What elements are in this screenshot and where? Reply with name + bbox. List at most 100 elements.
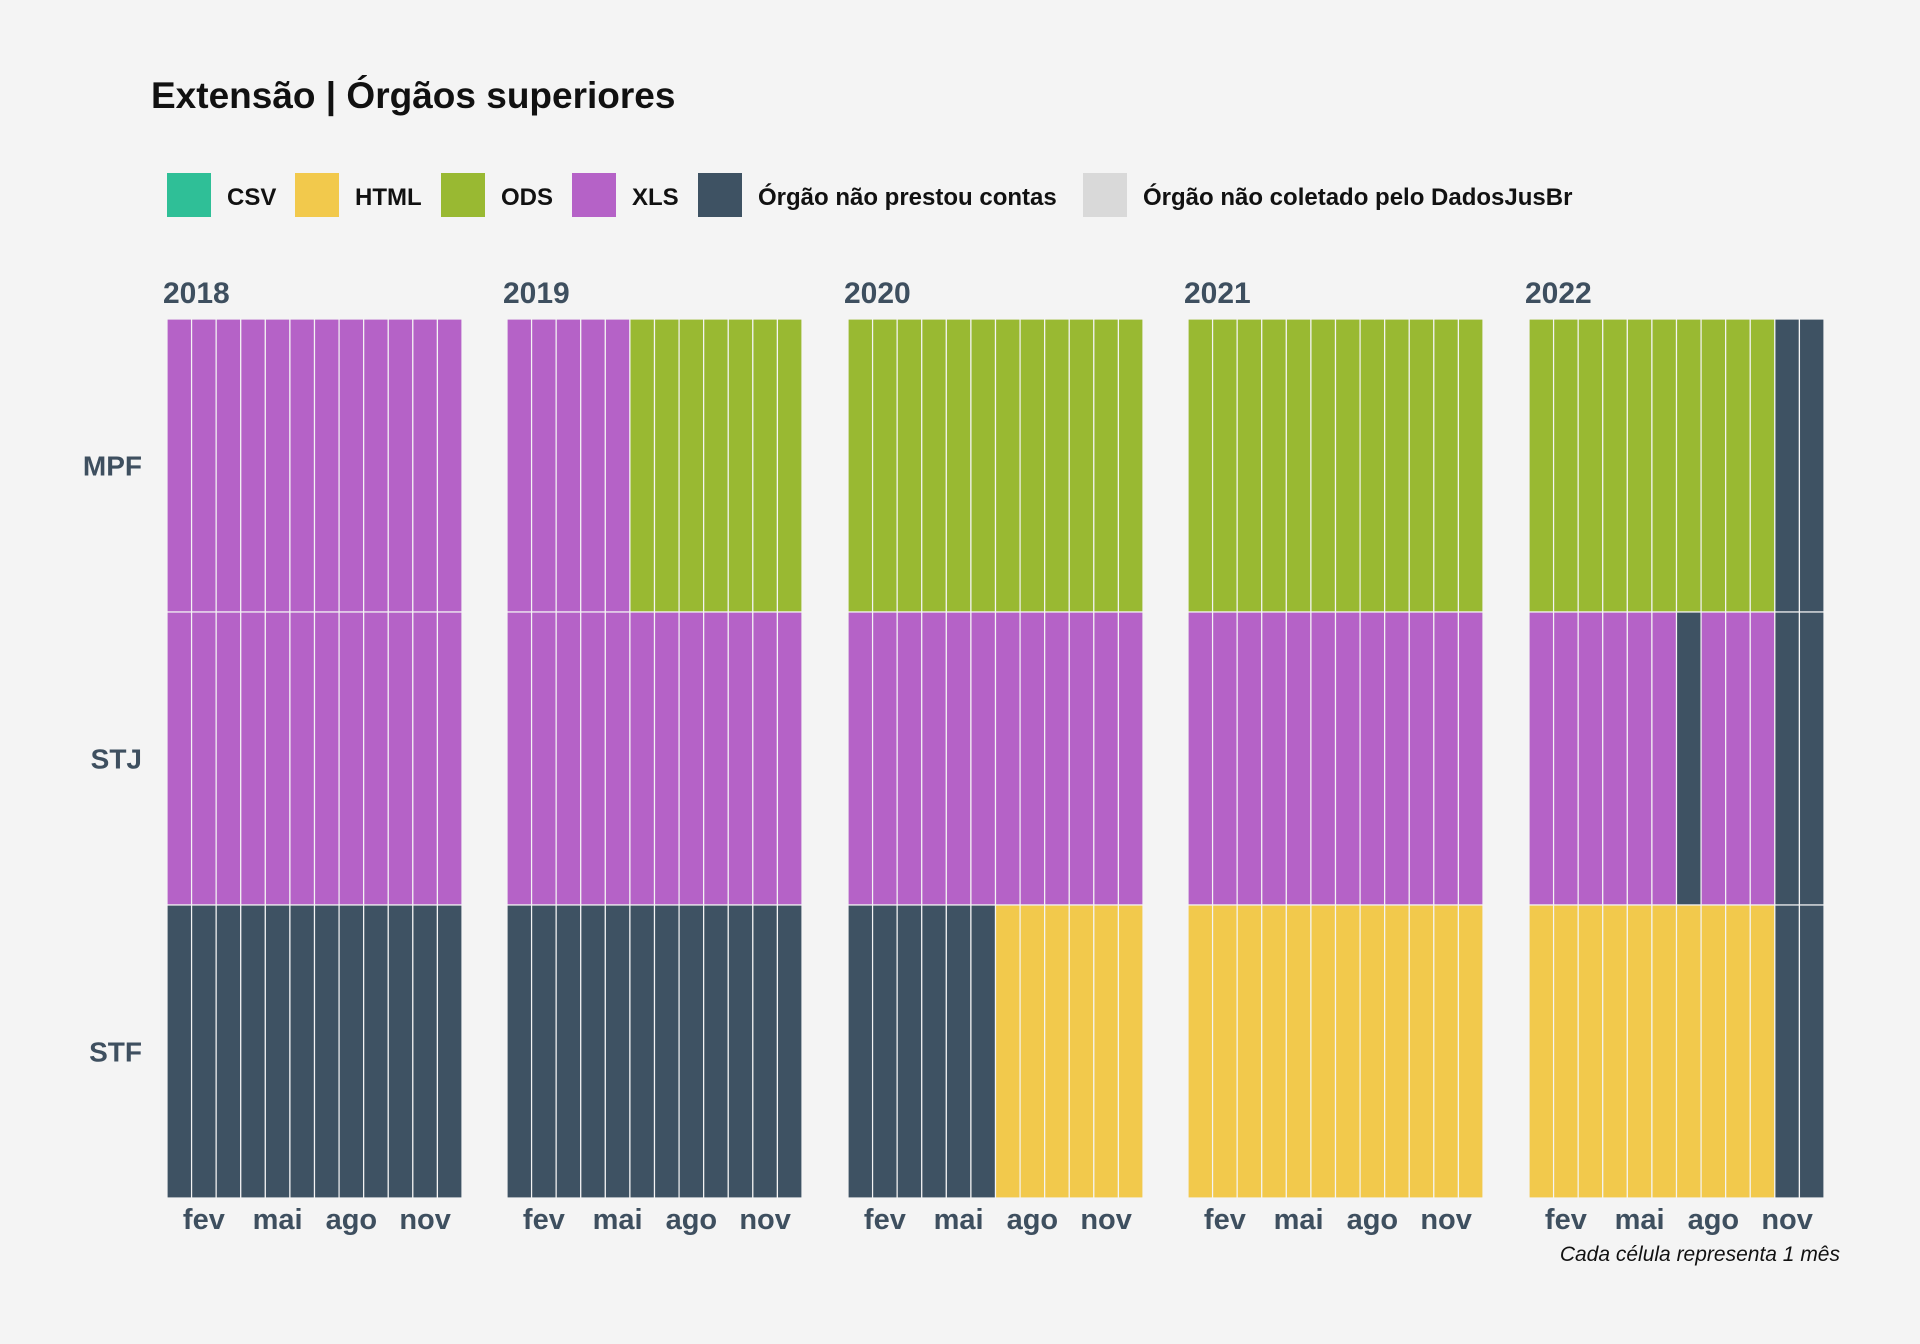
cell-mpf-2020-1 bbox=[847, 318, 874, 613]
legend-label: HTML bbox=[355, 184, 422, 211]
cell-stj-2020-8 bbox=[1019, 611, 1046, 906]
cell-stf-2022-9 bbox=[1725, 904, 1751, 1199]
cell-mpf-2020-9 bbox=[1044, 318, 1070, 613]
cell-mpf-2018-9 bbox=[363, 318, 389, 613]
cell-stj-2022-9 bbox=[1725, 611, 1751, 906]
cell-stf-2018-2 bbox=[190, 904, 217, 1199]
legend-swatch bbox=[1083, 173, 1127, 217]
legend-label: ODS bbox=[501, 184, 553, 211]
cell-mpf-2019-11 bbox=[752, 318, 779, 613]
cell-mpf-2019-9 bbox=[703, 318, 729, 613]
x-tick-label: ago bbox=[1007, 1204, 1059, 1236]
facet-label: 2022 bbox=[1525, 277, 1592, 310]
cell-mpf-2019-4 bbox=[580, 318, 606, 613]
cell-stf-2020-5 bbox=[945, 904, 972, 1199]
cell-stf-2020-11 bbox=[1093, 904, 1120, 1199]
cell-mpf-2018-10 bbox=[387, 318, 414, 613]
cell-stj-2020-10 bbox=[1068, 611, 1095, 906]
cell-mpf-2020-6 bbox=[970, 318, 997, 613]
facet-2021: 2021 fev mai ago nov bbox=[1184, 277, 1484, 1236]
cell-stj-2019-12 bbox=[776, 611, 803, 906]
cell-mpf-2019-6 bbox=[629, 318, 656, 613]
x-tick-label: mai bbox=[1274, 1204, 1324, 1236]
cell-stf-2020-10 bbox=[1068, 904, 1095, 1199]
cell-stf-2019-4 bbox=[580, 904, 606, 1199]
cell-stj-2022-6 bbox=[1651, 611, 1678, 906]
cell-stj-2020-11 bbox=[1093, 611, 1120, 906]
cell-stf-2021-1 bbox=[1187, 904, 1214, 1199]
x-tick-label: mai bbox=[593, 1204, 643, 1236]
cell-stf-2022-8 bbox=[1700, 904, 1727, 1199]
cell-stf-2019-6 bbox=[629, 904, 656, 1199]
cell-stj-2018-2 bbox=[190, 611, 217, 906]
x-tick-label: ago bbox=[1688, 1204, 1740, 1236]
cell-stf-2020-8 bbox=[1019, 904, 1046, 1199]
cell-stf-2022-5 bbox=[1626, 904, 1653, 1199]
row-label-stj: STJ bbox=[91, 744, 142, 775]
cell-mpf-2021-2 bbox=[1211, 318, 1238, 613]
cell-mpf-2021-9 bbox=[1384, 318, 1410, 613]
cell-stj-2018-10 bbox=[387, 611, 414, 906]
cell-stj-2018-12 bbox=[436, 611, 463, 906]
cell-mpf-2021-5 bbox=[1285, 318, 1312, 613]
cell-stf-2018-4 bbox=[240, 904, 266, 1199]
cell-mpf-2021-10 bbox=[1408, 318, 1435, 613]
cell-stf-2020-2 bbox=[871, 904, 898, 1199]
cell-stj-2019-8 bbox=[678, 611, 705, 906]
cell-mpf-2022-12 bbox=[1798, 318, 1825, 613]
cell-stf-2019-1 bbox=[506, 904, 533, 1199]
cell-stf-2022-4 bbox=[1602, 904, 1628, 1199]
legend-label: XLS bbox=[632, 184, 679, 211]
cell-stf-2019-2 bbox=[530, 904, 557, 1199]
chart-caption: Cada célula representa 1 mês bbox=[1560, 1243, 1841, 1266]
cell-stj-2018-4 bbox=[240, 611, 266, 906]
cell-stj-2020-2 bbox=[871, 611, 898, 906]
cell-stj-2020-1 bbox=[847, 611, 874, 906]
cell-mpf-2021-8 bbox=[1359, 318, 1386, 613]
x-tick-label: mai bbox=[253, 1204, 303, 1236]
cell-stf-2021-8 bbox=[1359, 904, 1386, 1199]
x-tick-label: ago bbox=[1347, 1204, 1399, 1236]
legend: CSV HTML ODS XLS Órgão não prestou contas Órg… bbox=[167, 173, 1572, 217]
facet-label: 2021 bbox=[1184, 277, 1251, 310]
facet-2019: 2019 fev mai ago nov bbox=[503, 277, 803, 1236]
cell-mpf-2018-7 bbox=[313, 318, 340, 613]
x-tick-label: nov bbox=[1080, 1204, 1132, 1236]
cell-mpf-2022-9 bbox=[1725, 318, 1751, 613]
cell-stj-2021-8 bbox=[1359, 611, 1386, 906]
cell-stj-2021-10 bbox=[1408, 611, 1435, 906]
cell-mpf-2019-8 bbox=[678, 318, 705, 613]
cell-mpf-2021-7 bbox=[1334, 318, 1361, 613]
cell-stf-2019-9 bbox=[703, 904, 729, 1199]
cell-mpf-2019-2 bbox=[530, 318, 557, 613]
cell-mpf-2019-10 bbox=[727, 318, 754, 613]
cell-mpf-2018-3 bbox=[215, 318, 242, 613]
facet-label: 2020 bbox=[844, 277, 911, 310]
legend-swatch bbox=[441, 173, 485, 217]
cell-stj-2021-7 bbox=[1334, 611, 1361, 906]
cell-stj-2021-9 bbox=[1384, 611, 1410, 906]
cell-stj-2020-12 bbox=[1117, 611, 1144, 906]
cell-stf-2018-12 bbox=[436, 904, 463, 1199]
legend-label: Órgão não coletado pelo DadosJusBr bbox=[1143, 183, 1572, 211]
cell-stj-2019-3 bbox=[555, 611, 582, 906]
cell-stj-2020-7 bbox=[994, 611, 1021, 906]
cell-mpf-2018-11 bbox=[412, 318, 439, 613]
row-label-mpf: MPF bbox=[83, 451, 142, 482]
cell-mpf-2022-3 bbox=[1577, 318, 1604, 613]
cell-stf-2020-12 bbox=[1117, 904, 1144, 1199]
cell-stj-2019-4 bbox=[580, 611, 606, 906]
cell-stj-2020-3 bbox=[896, 611, 923, 906]
cell-mpf-2022-5 bbox=[1626, 318, 1653, 613]
cell-mpf-2019-7 bbox=[653, 318, 680, 613]
row-label-stf: STF bbox=[89, 1037, 142, 1068]
cell-mpf-2022-10 bbox=[1749, 318, 1776, 613]
cell-stj-2021-11 bbox=[1433, 611, 1460, 906]
cell-stf-2019-12 bbox=[776, 904, 803, 1199]
cell-mpf-2018-5 bbox=[264, 318, 291, 613]
cell-mpf-2021-1 bbox=[1187, 318, 1214, 613]
cell-stf-2018-5 bbox=[264, 904, 291, 1199]
cell-stj-2021-6 bbox=[1310, 611, 1337, 906]
cell-mpf-2020-4 bbox=[921, 318, 947, 613]
